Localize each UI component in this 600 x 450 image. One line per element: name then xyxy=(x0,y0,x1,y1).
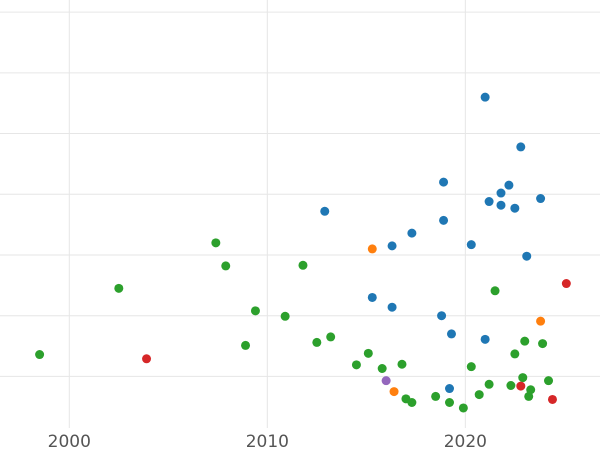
scatter-point-red xyxy=(516,381,526,391)
scatter-point-red xyxy=(561,279,571,289)
scatter-point-green xyxy=(211,238,221,248)
scatter-point-blue xyxy=(367,292,377,302)
scatter-point-green xyxy=(506,381,516,391)
scatter-point-blue xyxy=(536,194,546,204)
scatter-point-green xyxy=(397,359,407,369)
scatter-point-green xyxy=(518,373,528,383)
scatter-point-purple xyxy=(381,376,391,386)
scatter-point-blue xyxy=(446,329,456,339)
scatter-point-blue xyxy=(445,384,455,394)
scatter-point-green xyxy=(524,391,534,401)
scatter-point-red xyxy=(547,394,557,404)
scatter-point-green xyxy=(431,391,441,401)
scatter-point-green xyxy=(520,336,530,346)
x-gridlines xyxy=(68,0,466,428)
scatter-point-blue xyxy=(439,215,449,225)
scatter-point-blue xyxy=(437,311,447,321)
scatter-point-green xyxy=(351,360,361,370)
scatter-point-blue xyxy=(387,302,397,312)
data-points xyxy=(35,92,571,413)
scatter-point-red xyxy=(142,354,152,364)
scatter-point-blue xyxy=(522,251,532,261)
scatter-point-green xyxy=(326,332,336,342)
scatter-point-green xyxy=(474,390,484,400)
x-tick-label: 2000 xyxy=(48,432,91,450)
scatter-point-green xyxy=(484,379,494,389)
scatter-point-green xyxy=(363,348,373,358)
x-axis-tick-labels: 2000 2010 2020 xyxy=(48,432,487,450)
scatter-point-green xyxy=(407,398,417,408)
scatter-point-green xyxy=(35,350,45,360)
scatter-point-green xyxy=(490,286,500,296)
scatter-point-blue xyxy=(439,177,449,187)
scatter-point-blue xyxy=(466,240,476,250)
scatter-point-blue xyxy=(510,203,520,213)
scatter-point-orange xyxy=(389,387,399,397)
scatter-point-blue xyxy=(320,206,330,216)
scatter-point-green xyxy=(298,260,308,270)
scatter-point-blue xyxy=(484,197,494,207)
scatter-point-green xyxy=(466,362,476,372)
scatter-point-green xyxy=(458,403,468,413)
scatter-point-blue xyxy=(387,241,397,251)
scatter-point-blue xyxy=(516,142,526,152)
scatter-point-green xyxy=(377,364,387,374)
x-tick-label: 2020 xyxy=(444,432,487,450)
scatter-point-orange xyxy=(367,244,377,254)
y-gridlines xyxy=(0,11,600,377)
scatter-point-blue xyxy=(496,200,506,210)
scatter-point-green xyxy=(445,398,455,408)
scatter-point-green xyxy=(280,311,290,321)
scatter-point-blue xyxy=(496,188,506,198)
scatter-point-green xyxy=(538,339,548,349)
x-tick-label: 2010 xyxy=(246,432,289,450)
scatter-point-orange xyxy=(536,316,546,326)
scatter-point-blue xyxy=(480,92,490,102)
scatter-point-green xyxy=(241,340,251,350)
scatter-point-green xyxy=(510,349,520,359)
scatter-point-green xyxy=(312,337,322,347)
scatter-point-green xyxy=(544,376,554,386)
scatter-point-green xyxy=(221,261,231,271)
scatter-point-green xyxy=(114,283,124,293)
scatter-point-blue xyxy=(407,228,417,238)
scatter-point-blue xyxy=(504,180,514,190)
scatter-point-blue xyxy=(480,334,490,344)
scatter-point-green xyxy=(250,306,260,316)
